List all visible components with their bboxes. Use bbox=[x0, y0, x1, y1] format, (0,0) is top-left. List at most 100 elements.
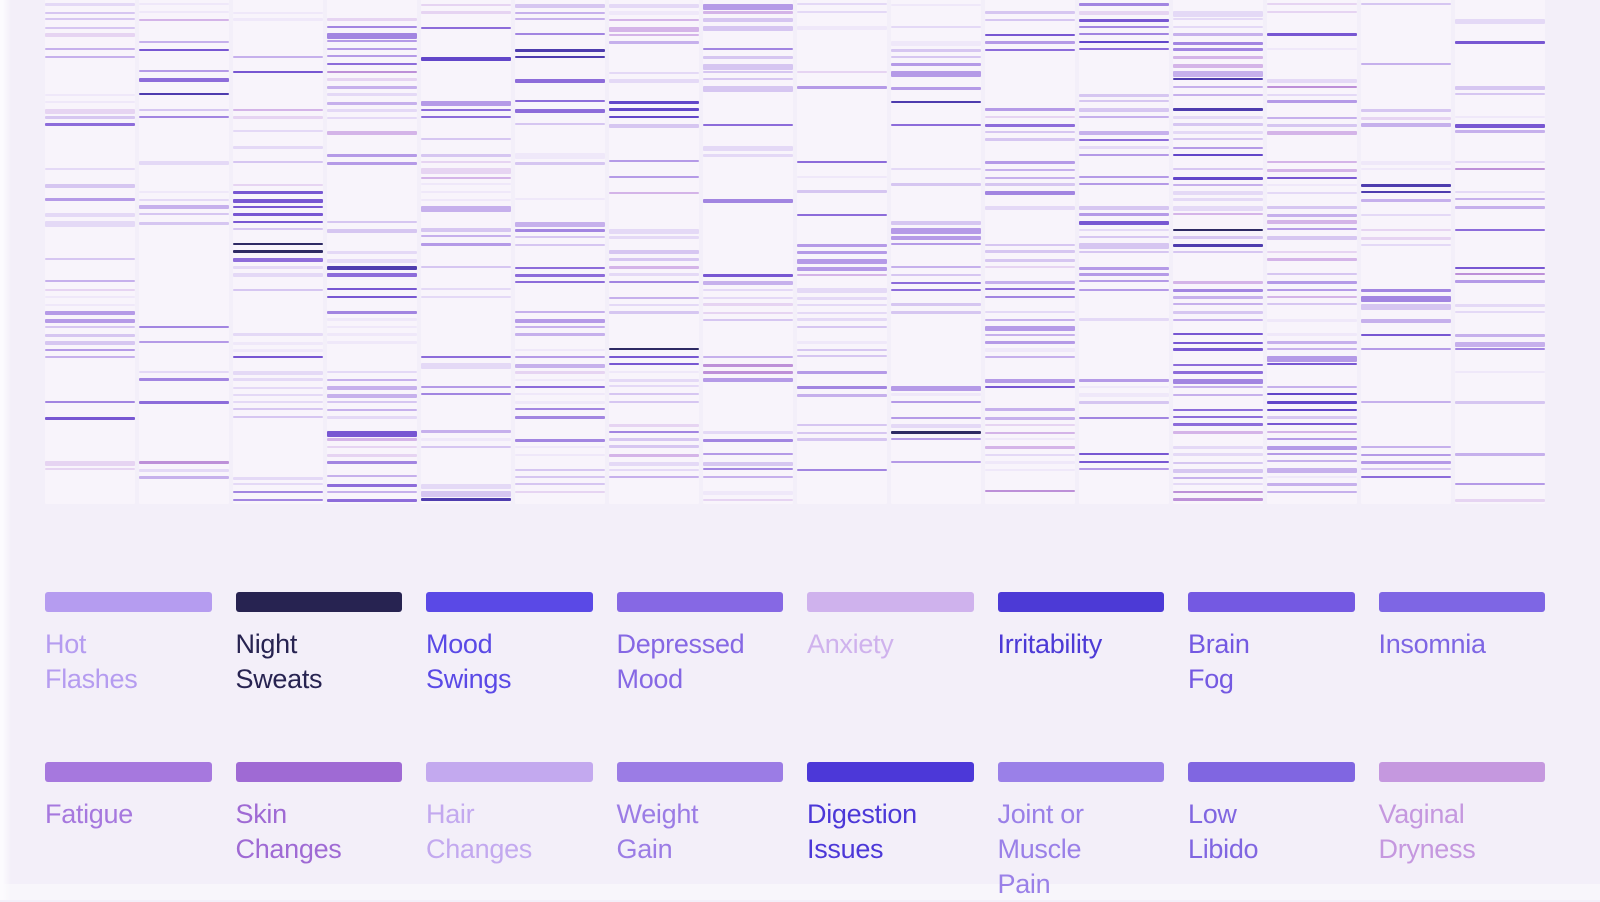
heatmap-line bbox=[327, 393, 417, 398]
heatmap-line bbox=[985, 310, 1075, 313]
heatmap-line bbox=[45, 48, 135, 51]
heatmap-line bbox=[139, 377, 229, 381]
heatmap-line bbox=[1267, 296, 1357, 299]
heatmap-line bbox=[1079, 460, 1169, 463]
heatmap-line bbox=[1079, 33, 1169, 36]
legend-item: Skin Changes bbox=[235, 762, 402, 902]
heatmap-line bbox=[327, 431, 417, 437]
heatmap-line bbox=[609, 228, 699, 234]
heatmap-line bbox=[1079, 18, 1169, 22]
heatmap-line bbox=[1173, 468, 1263, 473]
heatmap-line bbox=[797, 287, 887, 294]
legend-label: Hot Flashes bbox=[45, 629, 138, 694]
heatmap-line bbox=[1173, 385, 1263, 388]
heatmap-line bbox=[891, 183, 981, 187]
heatmap-line bbox=[1455, 371, 1545, 374]
heatmap-line bbox=[797, 431, 887, 434]
heatmap-line bbox=[45, 311, 135, 316]
heatmap-line bbox=[1173, 108, 1263, 112]
heatmap-line bbox=[985, 325, 1075, 332]
heatmap-line bbox=[327, 385, 417, 390]
heatmap-line bbox=[1173, 63, 1263, 68]
heatmap-line bbox=[327, 333, 417, 336]
legend-swatch bbox=[1378, 762, 1545, 782]
heatmap-line bbox=[703, 296, 793, 299]
heatmap-line bbox=[1361, 214, 1451, 216]
heatmap-line bbox=[233, 416, 323, 419]
heatmap-column bbox=[233, 0, 323, 504]
heatmap-line bbox=[1361, 319, 1451, 324]
heatmap-line bbox=[327, 408, 417, 411]
heatmap-line bbox=[45, 11, 135, 14]
heatmap-line bbox=[609, 401, 699, 404]
heatmap-line bbox=[703, 199, 793, 203]
heatmap-line bbox=[421, 108, 511, 111]
heatmap-line bbox=[327, 445, 417, 448]
heatmap-line bbox=[1079, 145, 1169, 149]
legend-swatch bbox=[616, 592, 783, 612]
heatmap-line bbox=[1173, 490, 1263, 493]
heatmap-line bbox=[327, 378, 417, 381]
heatmap-line bbox=[1267, 251, 1357, 254]
heatmap-line bbox=[327, 26, 417, 28]
heatmap-line bbox=[1267, 280, 1357, 284]
heatmap-line bbox=[609, 26, 699, 32]
heatmap-line bbox=[797, 326, 887, 329]
heatmap-line bbox=[609, 250, 699, 255]
heatmap-line bbox=[1267, 100, 1357, 104]
heatmap-line bbox=[797, 26, 887, 31]
heatmap-line bbox=[1455, 400, 1545, 404]
heatmap-line bbox=[985, 176, 1075, 179]
legend-label: Digestion Issues bbox=[807, 799, 917, 864]
heatmap-line bbox=[891, 266, 981, 269]
heatmap-line bbox=[515, 393, 605, 396]
heatmap-line bbox=[515, 18, 605, 21]
heatmap-line bbox=[233, 161, 323, 164]
heatmap-line bbox=[609, 424, 699, 428]
heatmap-line bbox=[797, 355, 887, 358]
heatmap-line bbox=[797, 86, 887, 90]
heatmap-line bbox=[891, 48, 981, 52]
heatmap-line bbox=[985, 265, 1075, 268]
heatmap-line bbox=[891, 461, 981, 463]
heatmap-line bbox=[515, 475, 605, 478]
heatmap-line bbox=[327, 287, 417, 290]
heatmap-line bbox=[45, 280, 135, 283]
heatmap-line bbox=[1267, 416, 1357, 419]
heatmap-line bbox=[1173, 281, 1263, 284]
heatmap-column bbox=[985, 0, 1075, 504]
heatmap-line bbox=[233, 378, 323, 382]
heatmap-line bbox=[703, 11, 793, 15]
heatmap-line bbox=[1173, 347, 1263, 351]
heatmap-line bbox=[703, 281, 793, 286]
heatmap-line bbox=[1267, 482, 1357, 486]
heatmap-line bbox=[985, 168, 1075, 171]
heatmap-line bbox=[327, 154, 417, 158]
heatmap-line bbox=[139, 78, 229, 83]
legend-swatch bbox=[807, 592, 974, 612]
heatmap-line bbox=[1173, 476, 1263, 479]
heatmap-line bbox=[609, 175, 699, 178]
legend-swatch bbox=[1188, 592, 1355, 612]
heatmap-line bbox=[891, 437, 981, 440]
heatmap-line bbox=[703, 4, 793, 10]
heatmap-line bbox=[327, 453, 417, 457]
heatmap-line bbox=[45, 468, 135, 471]
heatmap-line bbox=[515, 244, 605, 247]
heatmap-line bbox=[797, 311, 887, 314]
heatmap-line bbox=[797, 71, 887, 74]
heatmap-line bbox=[609, 476, 699, 479]
heatmap-line bbox=[1267, 206, 1357, 210]
heatmap-line bbox=[327, 40, 417, 43]
heatmap-line bbox=[1173, 236, 1263, 239]
heatmap-line bbox=[515, 400, 605, 404]
heatmap-line bbox=[327, 101, 417, 105]
legend-item: Hair Changes bbox=[426, 762, 593, 902]
heatmap-line bbox=[609, 258, 699, 262]
heatmap-line bbox=[1173, 71, 1263, 77]
heatmap-line bbox=[1173, 55, 1263, 59]
heatmap-line bbox=[233, 130, 323, 133]
heatmap-line bbox=[985, 191, 1075, 196]
heatmap-line bbox=[515, 3, 605, 8]
heatmap-line bbox=[421, 168, 511, 174]
